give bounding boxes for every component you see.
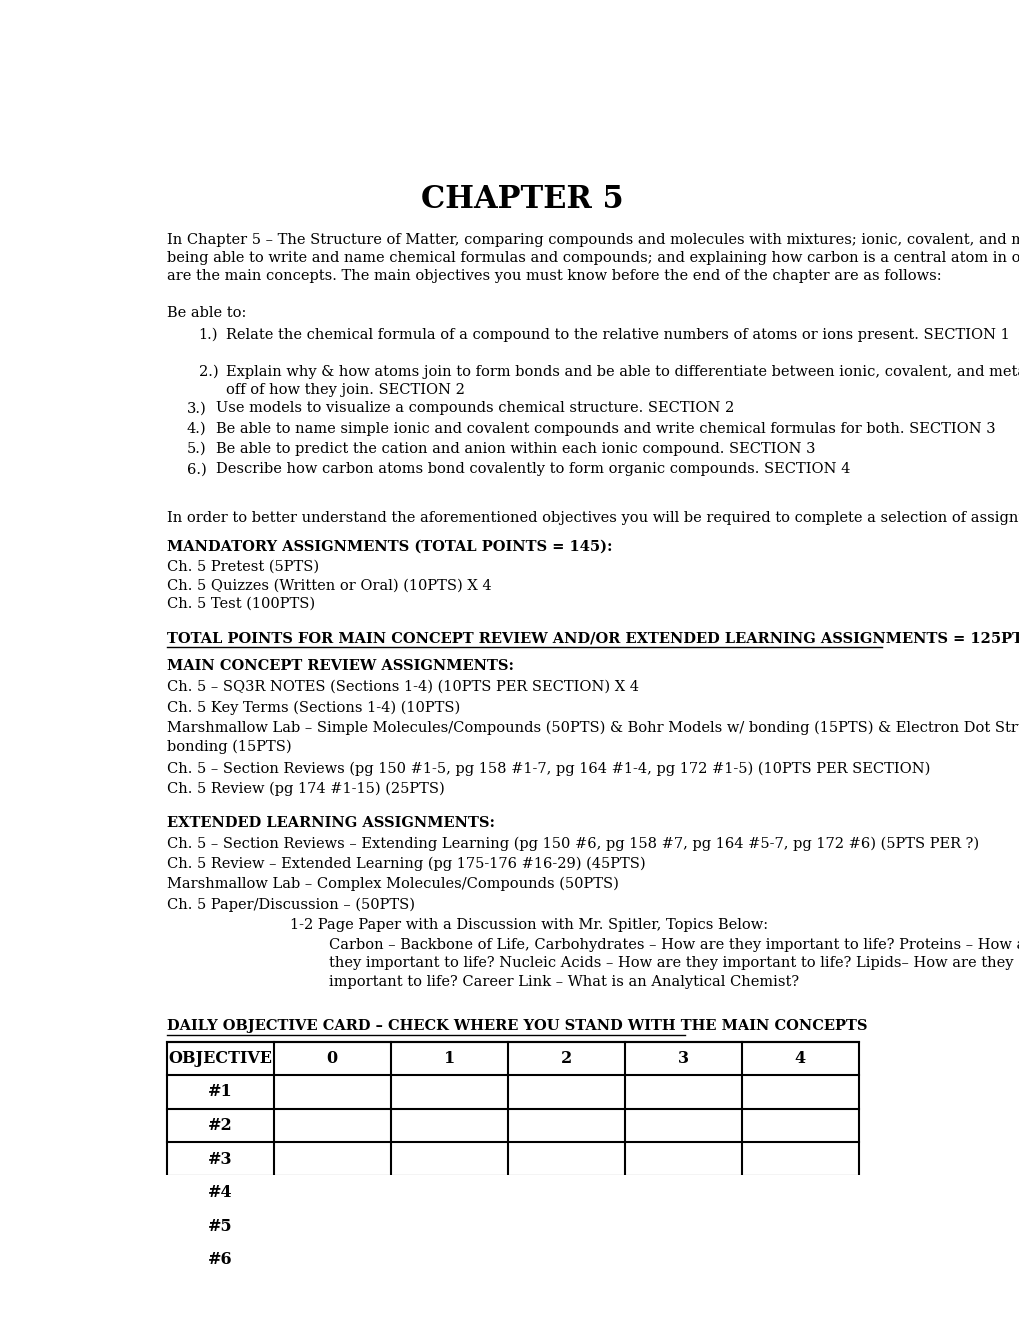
Text: Ch. 5 Key Terms (Sections 1-4) (10PTS): Ch. 5 Key Terms (Sections 1-4) (10PTS) <box>167 700 460 714</box>
Text: Carbon – Backbone of Life, Carbohydrates – How are they important to life? Prote: Carbon – Backbone of Life, Carbohydrates… <box>329 939 1019 989</box>
Text: #6: #6 <box>208 1251 232 1269</box>
Text: 4.): 4.) <box>186 421 206 436</box>
Text: Use models to visualize a compounds chemical structure. SECTION 2: Use models to visualize a compounds chem… <box>216 401 734 416</box>
Text: MAIN CONCEPT REVIEW ASSIGNMENTS:: MAIN CONCEPT REVIEW ASSIGNMENTS: <box>167 660 514 673</box>
Text: Ch. 5 Pretest (5PTS): Ch. 5 Pretest (5PTS) <box>167 560 319 574</box>
Text: 0: 0 <box>326 1049 337 1067</box>
Text: #5: #5 <box>208 1217 232 1234</box>
Text: Ch. 5 Quizzes (Written or Oral) (10PTS) X 4: Ch. 5 Quizzes (Written or Oral) (10PTS) … <box>167 578 491 593</box>
Text: 2: 2 <box>560 1049 572 1067</box>
Text: DAILY OBJECTIVE CARD – CHECK WHERE YOU STAND WITH THE MAIN CONCEPTS: DAILY OBJECTIVE CARD – CHECK WHERE YOU S… <box>167 1019 867 1034</box>
Text: Ch. 5 Review – Extended Learning (pg 175-176 #16-29) (45PTS): Ch. 5 Review – Extended Learning (pg 175… <box>167 857 645 871</box>
Text: Ch. 5 Paper/Discussion – (50PTS): Ch. 5 Paper/Discussion – (50PTS) <box>167 898 415 912</box>
Text: TOTAL POINTS FOR MAIN CONCEPT REVIEW AND/OR EXTENDED LEARNING ASSIGNMENTS = 125P: TOTAL POINTS FOR MAIN CONCEPT REVIEW AND… <box>167 631 1019 645</box>
Text: MANDATORY ASSIGNMENTS (TOTAL POINTS = 145):: MANDATORY ASSIGNMENTS (TOTAL POINTS = 14… <box>167 540 612 553</box>
Text: Ch. 5 Review (pg 174 #1-15) (25PTS): Ch. 5 Review (pg 174 #1-15) (25PTS) <box>167 781 444 796</box>
Text: Marshmallow Lab – Simple Molecules/Compounds (50PTS) & Bohr Models w/ bonding (1: Marshmallow Lab – Simple Molecules/Compo… <box>167 721 1019 754</box>
Text: 2.): 2.) <box>199 364 218 379</box>
Text: 6.): 6.) <box>186 462 206 477</box>
Text: 1.): 1.) <box>199 329 218 342</box>
Text: OBJECTIVE: OBJECTIVE <box>168 1049 272 1067</box>
Text: 5.): 5.) <box>186 442 206 455</box>
Text: 1: 1 <box>443 1049 454 1067</box>
Text: Describe how carbon atoms bond covalently to form organic compounds. SECTION 4: Describe how carbon atoms bond covalentl… <box>216 462 850 477</box>
Text: Be able to name simple ionic and covalent compounds and write chemical formulas : Be able to name simple ionic and covalen… <box>216 421 995 436</box>
Text: 3.): 3.) <box>186 401 206 416</box>
Text: #3: #3 <box>208 1151 232 1168</box>
Text: EXTENDED LEARNING ASSIGNMENTS:: EXTENDED LEARNING ASSIGNMENTS: <box>167 816 494 830</box>
Text: #2: #2 <box>208 1117 232 1134</box>
Text: 4: 4 <box>794 1049 805 1067</box>
Text: Relate the chemical formula of a compound to the relative numbers of atoms or io: Relate the chemical formula of a compoun… <box>226 329 1009 342</box>
Text: In Chapter 5 – The Structure of Matter, comparing compounds and molecules with m: In Chapter 5 – The Structure of Matter, … <box>167 232 1019 284</box>
Text: Be able to:: Be able to: <box>167 306 247 319</box>
Text: 3: 3 <box>677 1049 688 1067</box>
Text: 1-2 Page Paper with a Discussion with Mr. Spitler, Topics Below:: 1-2 Page Paper with a Discussion with Mr… <box>289 917 767 932</box>
Text: #1: #1 <box>208 1084 232 1101</box>
Text: In order to better understand the aforementioned objectives you will be required: In order to better understand the aforem… <box>167 511 1019 525</box>
Text: #4: #4 <box>208 1184 232 1201</box>
Text: CHAPTER 5: CHAPTER 5 <box>421 183 624 215</box>
Text: Ch. 5 Test (100PTS): Ch. 5 Test (100PTS) <box>167 597 315 610</box>
Text: Ch. 5 – Section Reviews – Extending Learning (pg 150 #6, pg 158 #7, pg 164 #5-7,: Ch. 5 – Section Reviews – Extending Lear… <box>167 837 978 850</box>
Text: Ch. 5 – SQ3R NOTES (Sections 1-4) (10PTS PER SECTION) X 4: Ch. 5 – SQ3R NOTES (Sections 1-4) (10PTS… <box>167 680 638 694</box>
Bar <box>167 1041 858 1276</box>
Text: Explain why & how atoms join to form bonds and be able to differentiate between : Explain why & how atoms join to form bon… <box>226 364 1019 397</box>
Text: Be able to predict the cation and anion within each ionic compound. SECTION 3: Be able to predict the cation and anion … <box>216 442 815 455</box>
Text: Marshmallow Lab – Complex Molecules/Compounds (50PTS): Marshmallow Lab – Complex Molecules/Comp… <box>167 876 619 891</box>
Text: Ch. 5 – Section Reviews (pg 150 #1-5, pg 158 #1-7, pg 164 #1-4, pg 172 #1-5) (10: Ch. 5 – Section Reviews (pg 150 #1-5, pg… <box>167 762 929 776</box>
